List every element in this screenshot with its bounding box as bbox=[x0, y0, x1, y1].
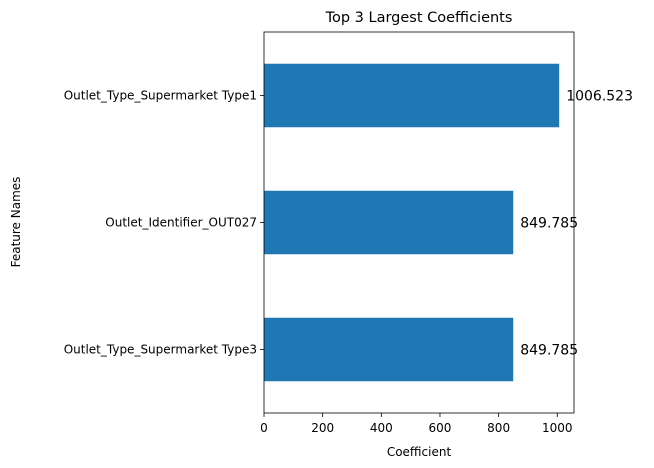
x-tick-label: 800 bbox=[487, 421, 510, 435]
data-label: 849.785 bbox=[520, 216, 578, 232]
x-tick-label: 1000 bbox=[542, 421, 573, 435]
y-axis: Outlet_Type_Supermarket Type1 Outlet_Iden… bbox=[64, 89, 264, 357]
x-tick-label: 0 bbox=[260, 421, 268, 435]
x-tick-label: 600 bbox=[429, 421, 452, 435]
x-axis-label: Coefficient bbox=[387, 445, 452, 459]
bar bbox=[264, 317, 514, 382]
data-label: 849.785 bbox=[520, 343, 578, 359]
y-tick-label: Outlet_Type_Supermarket Type3 bbox=[64, 343, 257, 357]
y-axis-label: Feature Names bbox=[9, 177, 23, 268]
x-tick-label: 200 bbox=[311, 421, 334, 435]
plot-frame bbox=[263, 31, 575, 414]
data-label: 1006.523 bbox=[566, 89, 633, 105]
y-tick-label: Outlet_Identifier_OUT027 bbox=[105, 216, 257, 230]
y-tick-label: Outlet_Type_Supermarket Type1 bbox=[64, 89, 257, 103]
x-axis: 0 200 400 600 800 1000 bbox=[260, 413, 573, 435]
bar bbox=[264, 63, 560, 128]
x-tick-label: 400 bbox=[370, 421, 393, 435]
bar bbox=[264, 190, 514, 255]
bars-group: 1006.523 849.785 849.785 bbox=[264, 63, 633, 382]
chart-title: Top 3 Largest Coefficients bbox=[325, 10, 513, 26]
